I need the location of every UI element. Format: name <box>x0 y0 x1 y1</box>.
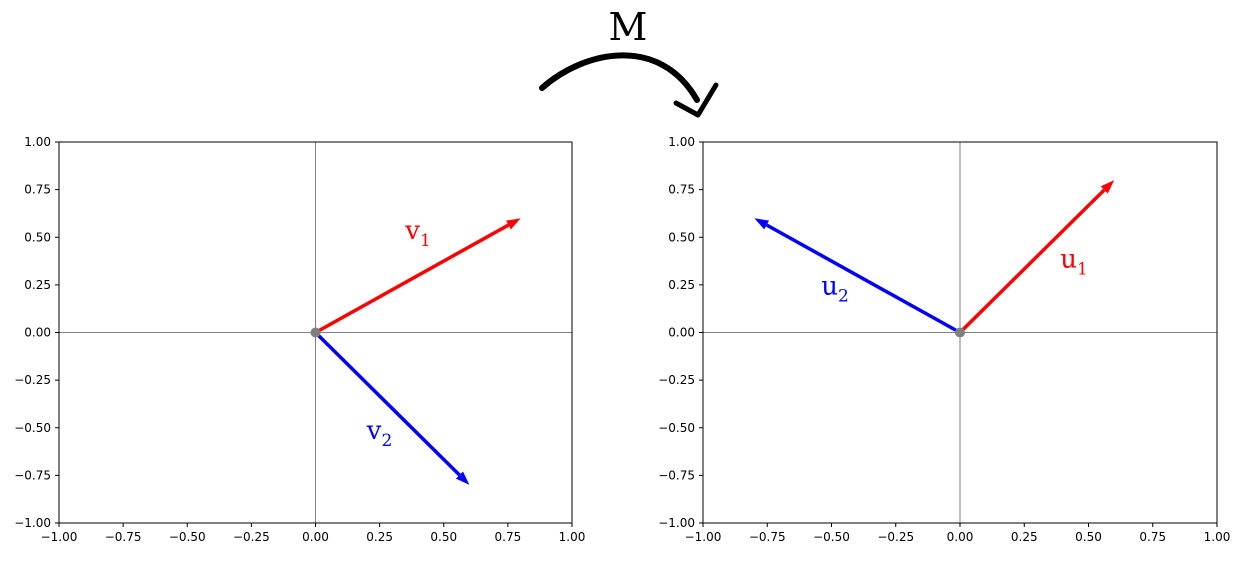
vector-u2-label: u2 <box>821 271 849 306</box>
vector-u1-subscript: 1 <box>1077 260 1088 280</box>
vector-v2-label: v2 <box>366 416 393 451</box>
x-tick-label: −0.50 <box>169 530 206 544</box>
y-tick-label: 1.00 <box>24 135 51 149</box>
y-tick-label: 0.25 <box>24 278 51 292</box>
y-tick-label: −0.50 <box>14 421 51 435</box>
vector-u2-head <box>754 218 770 230</box>
y-tick-label: 0.75 <box>668 183 695 197</box>
x-tick-label: 0.25 <box>366 530 393 544</box>
y-tick-label: 0.00 <box>24 326 51 340</box>
x-tick-label: −0.75 <box>105 530 142 544</box>
x-tick-label: −0.25 <box>877 530 914 544</box>
transform-arrowhead <box>673 82 719 118</box>
vector-u1-head <box>1100 180 1115 194</box>
x-tick-label: 0.00 <box>302 530 329 544</box>
origin-point <box>310 327 321 338</box>
vector-u1-shaft <box>958 188 1106 334</box>
x-tick-label: −1.00 <box>41 530 78 544</box>
y-tick-label: −0.75 <box>658 468 695 482</box>
x-tick-label: −0.50 <box>813 530 850 544</box>
x-tick-label: −0.75 <box>749 530 786 544</box>
chart-left: −1.00 −0.75 −0.50 −0.25 0.00 0.25 0.50 0.75 1.00… <box>14 135 585 544</box>
transform-label: M <box>609 5 648 49</box>
x-tick-label: 0.00 <box>947 530 974 544</box>
transform-arrow <box>539 52 719 118</box>
origin-point <box>955 327 965 338</box>
vector-v2-head <box>455 471 470 485</box>
y-tick-label: 0.75 <box>24 183 51 197</box>
y-tick-label: −0.25 <box>14 373 51 387</box>
x-tick-label: 0.50 <box>430 530 457 544</box>
y-tick-label: −0.25 <box>658 373 695 387</box>
vector-u1-label: u1 <box>1060 245 1088 280</box>
x-tick-label: −1.00 <box>685 530 722 544</box>
vector-u2-subscript: 2 <box>838 286 849 306</box>
vector-v1-head <box>506 218 521 230</box>
x-tick-label: 0.75 <box>1139 530 1166 544</box>
x-tick-label: 1.00 <box>1204 530 1231 544</box>
transform-arc <box>539 52 700 103</box>
y-tick-label: −0.75 <box>14 468 51 482</box>
y-tick-label: 0.00 <box>668 326 695 340</box>
y-tick-label: 0.50 <box>24 230 51 244</box>
vector-v2-shaft <box>314 331 461 477</box>
vector-u2-shaft <box>765 223 961 335</box>
y-tick-label: −1.00 <box>658 516 695 530</box>
vector-v1-subscript: 1 <box>420 231 431 251</box>
y-tick-label: 0.25 <box>668 278 695 292</box>
vector-v1-shaft <box>314 223 510 335</box>
y-tick-label: −1.00 <box>14 516 51 530</box>
x-tick-label: 0.25 <box>1011 530 1038 544</box>
x-tick-label: −0.25 <box>233 530 270 544</box>
y-tick-label: 1.00 <box>668 135 695 149</box>
vector-v1-label: v1 <box>404 216 431 251</box>
vector-v2-subscript: 2 <box>382 431 393 451</box>
chart-right: −1.00 −0.75 −0.50 −0.25 0.00 0.25 0.50 0.75 1.00… <box>658 135 1230 544</box>
y-tick-label: 0.50 <box>668 230 695 244</box>
x-tick-label: 0.50 <box>1075 530 1102 544</box>
x-tick-label: 0.75 <box>495 530 522 544</box>
y-tick-label: −0.50 <box>658 421 695 435</box>
x-tick-label: 1.00 <box>559 530 586 544</box>
